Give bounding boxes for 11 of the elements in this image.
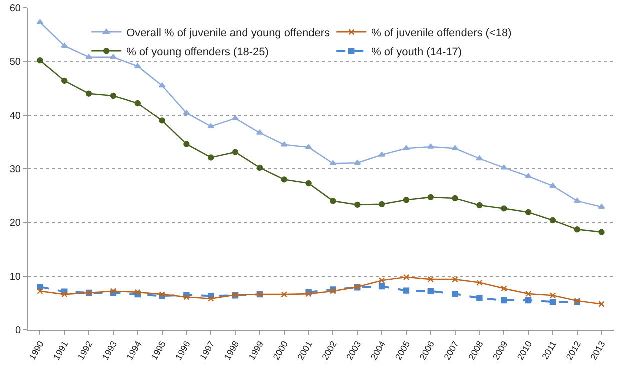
y-tick-label: 60 [10, 4, 22, 14]
legend-label: % of youth (14-17) [372, 46, 462, 58]
legend-label: % of young offenders (18-25) [126, 46, 269, 58]
y-tick-label: 20 [10, 218, 22, 230]
legend-label: % of juvenile offenders (<18) [372, 27, 512, 40]
legend-label: Overall % of juvenile and young offenders [126, 27, 331, 40]
y-tick-label: 0 [15, 326, 22, 336]
y-tick-label: 40 [10, 110, 22, 122]
y-tick-label: 30 [10, 164, 22, 176]
y-tick-label: 10 [10, 272, 22, 283]
y-tick-label: 50 [10, 57, 22, 68]
